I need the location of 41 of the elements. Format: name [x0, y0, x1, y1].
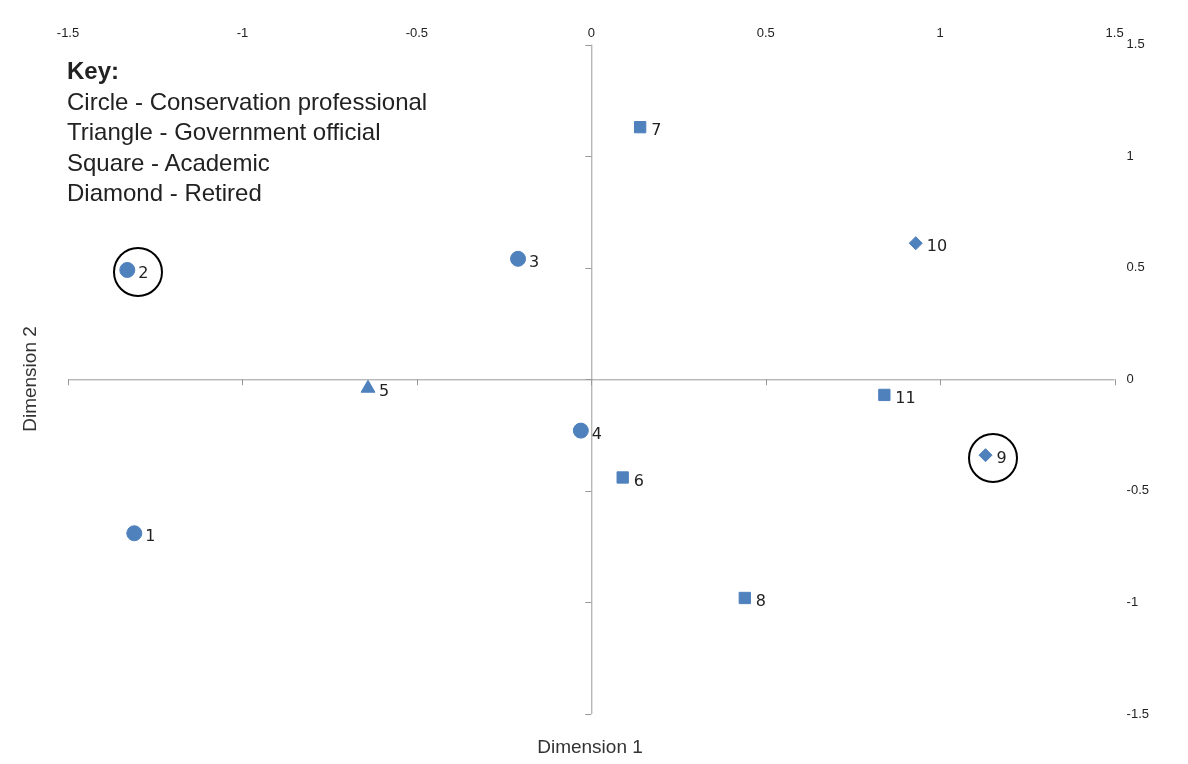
y-tick-label: -0.5 — [1126, 482, 1150, 498]
annotation: 2 — [138, 263, 149, 283]
x-axis-title: Dimension 1 — [537, 736, 643, 757]
x-tick-label: -1.5 — [56, 25, 80, 41]
annotation: Triangle - Government official — [67, 117, 382, 147]
point — [633, 121, 647, 134]
annotation: 1 — [145, 526, 156, 546]
x-tick-label: 1.5 — [1105, 25, 1124, 41]
y-tick-label: 0.5 — [1126, 259, 1145, 275]
annotation: 8 — [755, 591, 766, 611]
point — [572, 422, 589, 439]
y-tick-label: -1 — [1126, 594, 1139, 610]
annotation: Key: — [67, 56, 121, 86]
point — [126, 525, 143, 542]
point — [616, 471, 629, 484]
y-tick-label: 1.5 — [1126, 36, 1145, 52]
annotation: Circle - Conservation professional — [67, 86, 428, 117]
annotation: 9 — [996, 448, 1007, 468]
annotation: 7 — [651, 120, 662, 140]
annotation: Square - Academic — [67, 147, 271, 178]
annotation: Diamond - Retired — [67, 178, 263, 208]
x-tick-label: 0 — [587, 25, 595, 41]
x-tick-label: 1 — [936, 25, 944, 41]
point — [738, 591, 751, 605]
point — [908, 236, 923, 251]
point — [510, 250, 527, 267]
y-tick-label: -1.5 — [1126, 705, 1150, 721]
annotation: 6 — [633, 470, 644, 490]
point — [878, 388, 891, 402]
y-tick-label: 1 — [1126, 147, 1134, 163]
annotation: 3 — [529, 251, 540, 271]
x-tick-label: -1 — [236, 25, 249, 41]
annotation: 4 — [591, 423, 603, 443]
x-tick-label: -0.5 — [405, 25, 429, 41]
x-tick-label: 0.5 — [756, 25, 775, 41]
point — [119, 261, 136, 278]
annotation: 11 — [895, 388, 916, 408]
annotation: 5 — [379, 381, 390, 401]
annotation: 10 — [926, 236, 948, 256]
y-axis-title: Dimension 2 — [19, 325, 41, 434]
y-tick-label: 0 — [1126, 370, 1134, 386]
